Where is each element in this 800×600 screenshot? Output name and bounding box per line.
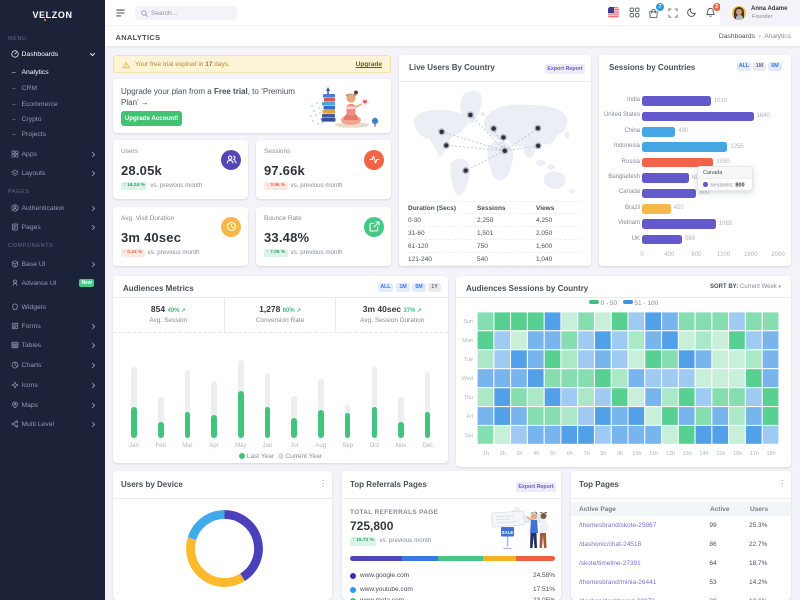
svg-text:SALE: SALE [501,530,513,535]
